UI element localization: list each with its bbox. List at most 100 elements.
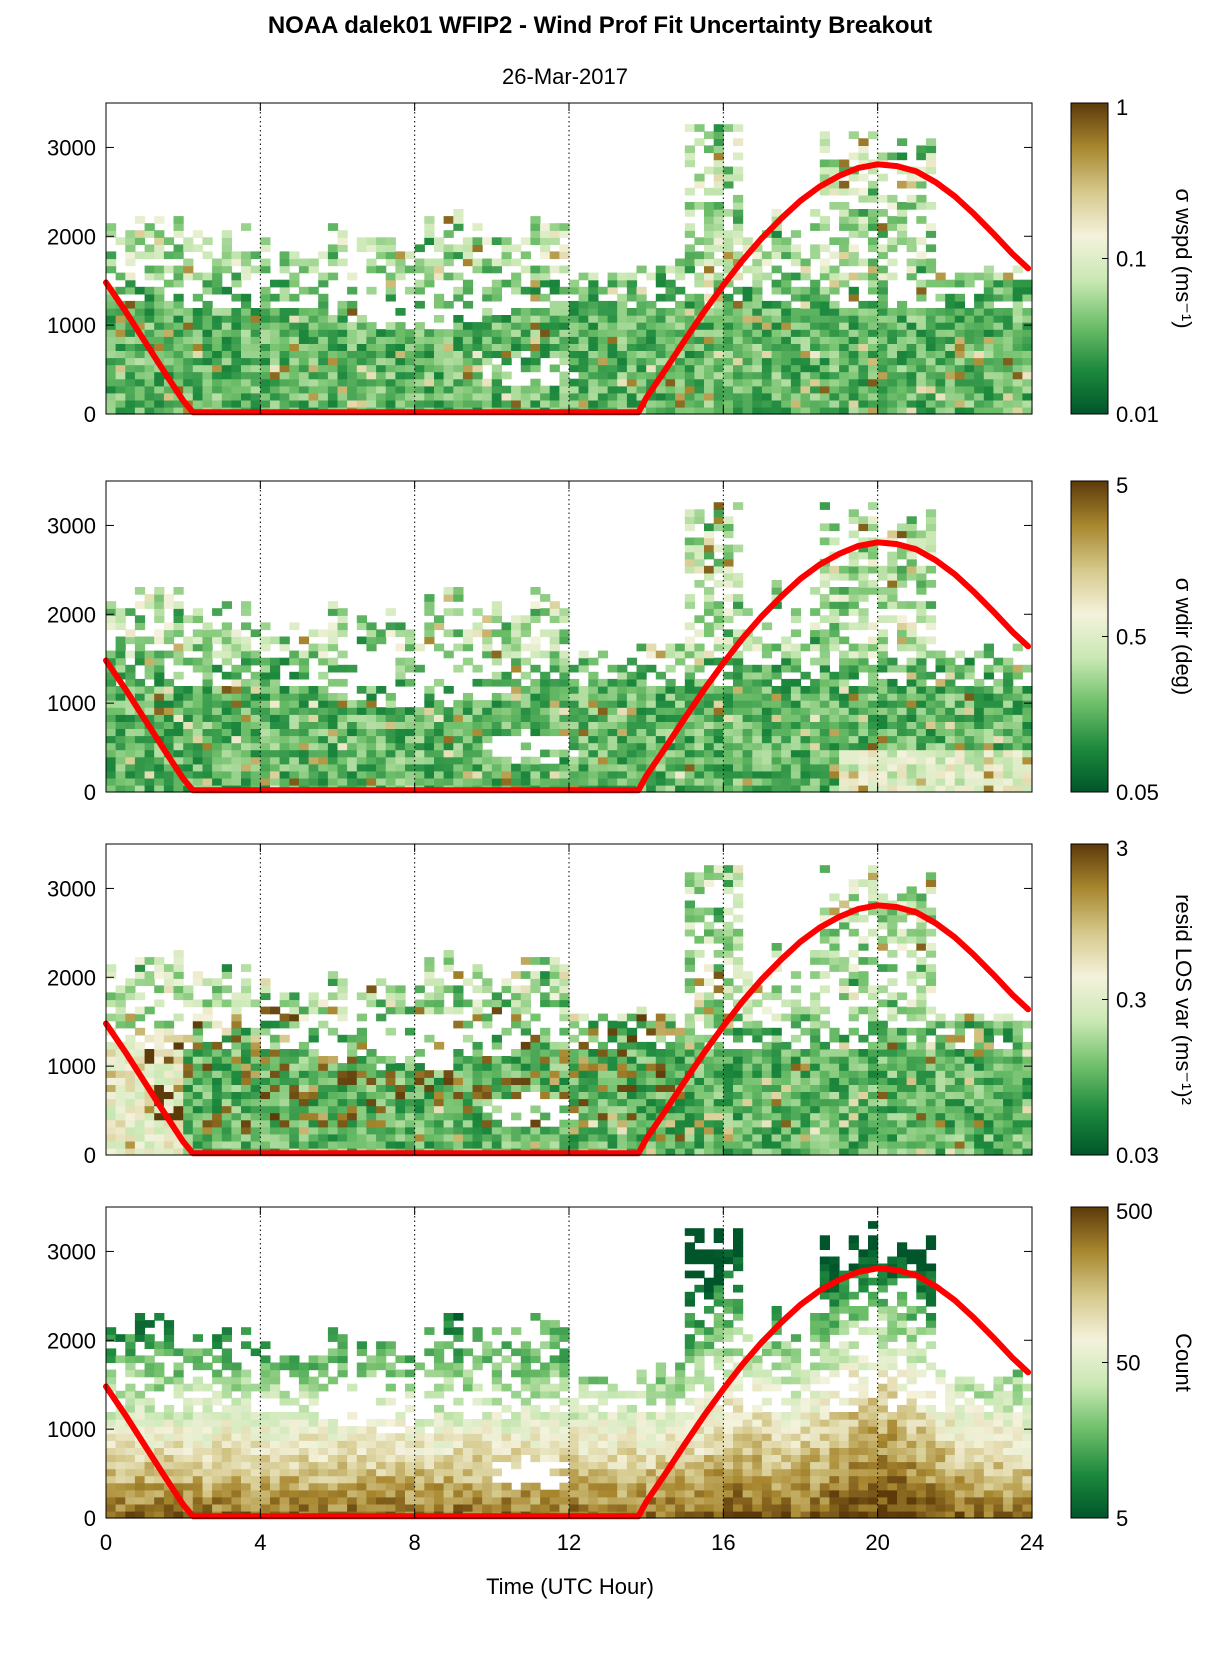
heatmap-cell xyxy=(385,749,396,758)
heatmap-cell xyxy=(704,209,715,217)
heatmap-cell xyxy=(347,1133,358,1142)
heatmap-cell xyxy=(173,279,184,288)
heatmap-cell xyxy=(684,735,695,744)
heatmap-cell xyxy=(675,714,686,722)
heatmap-cell xyxy=(684,315,695,323)
heatmap-cell xyxy=(636,385,647,394)
heatmap-cell xyxy=(858,657,869,666)
heatmap-cell xyxy=(356,1027,367,1036)
heatmap-cell xyxy=(289,272,300,281)
heatmap-cell xyxy=(569,300,580,309)
heatmap-cell xyxy=(704,693,715,701)
heatmap-cell xyxy=(482,777,493,786)
heatmap-cell xyxy=(347,378,358,387)
heatmap-cell xyxy=(366,1091,377,1100)
heatmap-cell xyxy=(318,1070,329,1078)
heatmap-cell xyxy=(289,279,300,288)
heatmap-cell xyxy=(694,399,705,408)
heatmap-cell xyxy=(424,392,435,401)
heatmap-cell xyxy=(858,371,869,380)
heatmap-cell xyxy=(636,700,647,708)
heatmap-cell xyxy=(318,272,329,281)
heatmap-cell xyxy=(231,1013,242,1022)
heatmap-cell xyxy=(385,279,396,288)
heatmap-cell xyxy=(115,1077,126,1085)
heatmap-cell xyxy=(742,357,753,366)
heatmap-cell xyxy=(694,629,705,638)
heatmap-cell xyxy=(327,636,339,645)
heatmap-cell xyxy=(434,777,445,786)
heatmap-cell xyxy=(163,735,175,744)
heatmap-cell xyxy=(395,1084,406,1092)
heatmap-cell xyxy=(106,777,117,786)
heatmap-cell xyxy=(501,322,512,330)
heatmap-cell xyxy=(810,721,821,729)
heatmap-cell xyxy=(954,293,965,302)
heatmap-cell xyxy=(347,1041,358,1050)
heatmap-cell xyxy=(424,964,435,972)
heatmap-cell xyxy=(540,230,551,238)
heatmap-cell xyxy=(491,615,502,623)
heatmap-cell xyxy=(183,272,194,281)
heatmap-cell xyxy=(665,728,676,737)
heatmap-cell xyxy=(704,237,715,245)
heatmap-cell xyxy=(212,308,223,316)
heatmap-cell xyxy=(511,350,522,359)
heatmap-cell xyxy=(482,714,493,722)
heatmap-cell xyxy=(829,378,840,387)
heatmap-cell xyxy=(839,202,850,210)
heatmap-cell xyxy=(241,700,252,708)
heatmap-cell xyxy=(298,265,310,274)
heatmap-cell xyxy=(733,378,744,387)
heatmap-cell xyxy=(125,1020,136,1029)
heatmap-cell xyxy=(154,770,165,779)
heatmap-cell xyxy=(858,173,869,182)
heatmap-cell xyxy=(414,756,425,765)
heatmap-cell xyxy=(125,1098,136,1107)
heatmap-cell xyxy=(636,308,647,316)
heatmap-cell xyxy=(935,406,946,415)
heatmap-cell xyxy=(945,693,956,701)
heatmap-cell xyxy=(704,223,715,231)
heatmap-cell xyxy=(530,650,541,659)
heatmap-cell xyxy=(154,957,165,965)
heatmap-cell xyxy=(906,742,917,751)
heatmap-cell xyxy=(443,742,454,751)
heatmap-cell xyxy=(173,378,184,387)
heatmap-cell xyxy=(733,749,744,758)
heatmap-cell xyxy=(106,322,117,330)
heatmap-cell xyxy=(154,272,165,281)
heatmap-cell xyxy=(501,678,512,687)
heatmap-cell xyxy=(607,714,618,722)
heatmap-cell xyxy=(376,707,387,715)
heatmap-cell xyxy=(626,293,638,302)
heatmap-cell xyxy=(906,371,917,380)
heatmap-cell xyxy=(366,1112,377,1121)
heatmap-cell xyxy=(405,707,416,715)
heatmap-cell xyxy=(694,615,705,623)
heatmap-cell xyxy=(125,399,136,408)
heatmap-cell xyxy=(1012,756,1023,765)
heatmap-cell xyxy=(472,371,483,380)
heatmap-cell xyxy=(260,265,271,274)
heatmap-cell xyxy=(819,223,830,231)
heatmap-cell xyxy=(897,329,908,337)
heatmap-cell xyxy=(270,671,281,680)
heatmap-cell xyxy=(163,601,175,609)
heatmap-cell xyxy=(125,1084,136,1092)
heatmap-cell xyxy=(163,385,175,394)
heatmap-cell xyxy=(106,1056,117,1064)
heatmap-cell xyxy=(848,286,859,295)
heatmap-cell xyxy=(848,131,859,139)
heatmap-cell xyxy=(675,357,686,366)
heatmap-cell xyxy=(115,1126,126,1135)
heatmap-cell xyxy=(125,728,136,737)
heatmap-cell xyxy=(453,1140,464,1149)
heatmap-cell xyxy=(482,650,493,659)
heatmap-cell xyxy=(405,728,416,737)
heatmap-cell xyxy=(848,686,859,694)
heatmap-cell xyxy=(106,1013,117,1022)
heatmap-cell xyxy=(434,329,445,337)
heatmap-cell xyxy=(308,1070,319,1078)
heatmap-cell xyxy=(289,1056,300,1064)
